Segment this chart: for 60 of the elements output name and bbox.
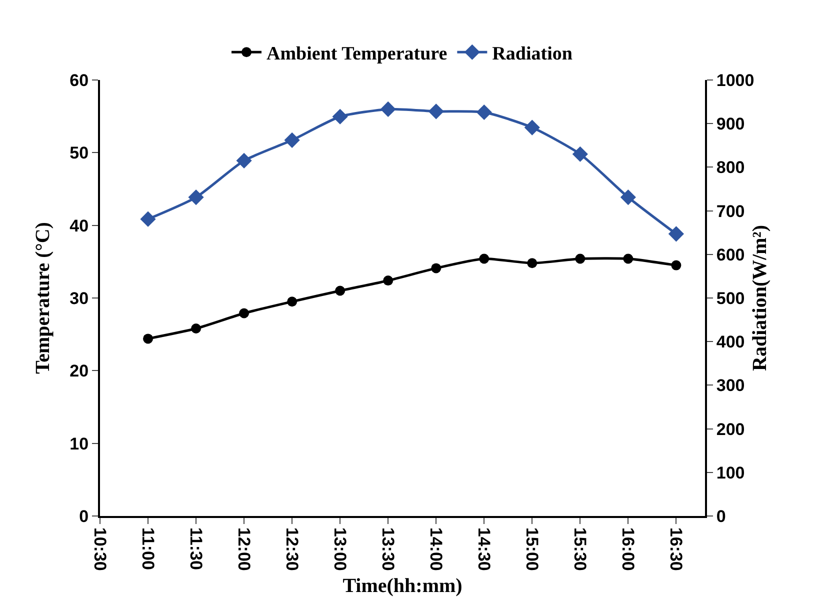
point [524,120,540,136]
y2-tick-label: 0 [716,506,726,526]
point [239,308,250,318]
x-tick-label: 11:30 [186,527,206,570]
y2-tick-label: 800 [716,158,745,178]
point [335,286,346,296]
y-tick-label: 10 [70,434,89,454]
point [668,226,684,242]
y-tick-label: 0 [79,506,89,526]
point [287,296,298,307]
point [191,324,202,334]
point [620,189,636,206]
point [671,260,682,270]
point [383,276,394,286]
point [428,104,444,120]
point [236,152,252,168]
y2-tick-label: 700 [716,202,745,221]
x-tick-label: 12:00 [234,527,254,571]
x-tick-label: 14:30 [474,527,494,571]
point [431,263,442,274]
y-tick-label: 40 [70,216,89,236]
x-tick-label: 16:00 [618,527,638,571]
y2-tick-label: 100 [716,463,745,482]
point [380,101,396,118]
x-tick-label: 15:00 [522,527,542,571]
x-tick-label: 13:00 [330,527,350,571]
point [623,254,634,264]
point [143,334,154,344]
y2-axis-title: Radiation(W/m²) [749,225,771,371]
legend-label: Radiation [492,44,573,65]
y2-tick-label: 500 [716,288,745,308]
y2-tick-label: 900 [716,114,745,134]
point [140,211,156,227]
x-tick-label: 12:30 [282,527,302,571]
y-tick-label: 50 [70,144,89,163]
x-tick-label: 16:30 [666,527,686,571]
point [284,132,300,148]
point [572,146,588,162]
y-tick-label: 30 [70,288,89,308]
x-tick-label: 14:00 [426,527,446,571]
y2-tick-label: 1000 [716,70,754,90]
x-tick-label: 15:30 [570,527,590,571]
x-tick-label: 10:30 [90,527,110,571]
point [332,108,348,124]
point [476,104,492,120]
y-tick-label: 20 [70,362,89,381]
point [575,254,586,264]
x-tick-label: 11:00 [138,527,158,570]
y-tick-label: 60 [70,70,89,90]
y2-tick-label: 200 [716,420,745,439]
point [527,258,538,268]
y2-tick-label: 300 [716,376,745,396]
y2-tick-label: 600 [716,245,745,264]
x-axis-title: Time(hh:mm) [342,574,462,597]
y-axis-title: Temperature (°C) [32,222,54,374]
x-tick-label: 13:30 [378,527,398,571]
legend-label: Ambient Temperature [266,44,448,65]
y2-tick-label: 400 [716,332,745,352]
point [188,189,204,206]
point [479,254,490,264]
